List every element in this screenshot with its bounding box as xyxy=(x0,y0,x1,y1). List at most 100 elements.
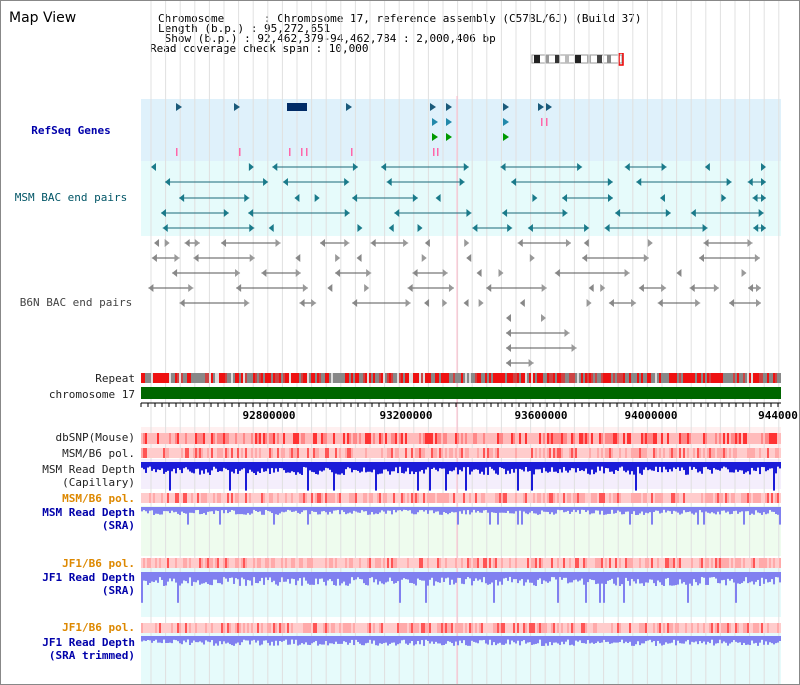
jf1-b6-pol-strip xyxy=(681,623,683,633)
jf1-trim-depth-bar xyxy=(519,636,521,646)
jf1-b6-pol-strip xyxy=(721,558,723,568)
b6n-bac-end xyxy=(174,254,180,262)
jf1-trim-depth-bar xyxy=(773,636,775,645)
msm-b6-pol-strip xyxy=(719,448,721,458)
msm-sra-depth-bar xyxy=(271,507,273,514)
msm-b6-pol-strip xyxy=(771,493,773,503)
jf1-sra-depth-bar xyxy=(413,572,415,584)
dbsnp-strip xyxy=(471,433,473,444)
msm-sra-depth-bar xyxy=(253,507,255,510)
jf1-sra-depth-bar xyxy=(219,572,221,584)
msm-cap-depth-bar xyxy=(515,462,517,469)
track-label-msm-depth-cap-sub: (Capillary) xyxy=(62,476,135,489)
msm-b6-pol-strip xyxy=(501,493,503,503)
jf1-sra-depth-bar xyxy=(317,572,319,585)
msm-b6-pol-strip xyxy=(233,448,235,458)
jf1-sra-depth-bar xyxy=(537,572,539,580)
jf1-sra-depth-bar xyxy=(471,572,473,586)
msm-b6-pol-strip xyxy=(589,493,591,503)
jf1-b6-pol-strip xyxy=(733,558,735,568)
msm-cap-depth-bar xyxy=(215,462,217,469)
msm-sra-depth-bar xyxy=(753,507,755,515)
msm-b6-pol-strip xyxy=(647,448,649,458)
jf1-sra-depth-bar xyxy=(279,572,281,583)
jf1-b6-pol-strip xyxy=(339,623,341,633)
dbsnp-strip xyxy=(485,433,487,444)
jf1-trim-depth-bar xyxy=(411,636,413,642)
repeat-segment xyxy=(575,373,577,383)
jf1-b6-pol-strip xyxy=(545,623,547,633)
msm-b6-pol-strip xyxy=(145,448,147,458)
jf1-b6-pol-strip xyxy=(287,558,289,568)
jf1-sra-depth-bar xyxy=(369,572,371,579)
msm-b6-pol-strip xyxy=(639,448,641,458)
repeat-segment xyxy=(661,373,663,383)
jf1-trim-depth-bar xyxy=(225,636,227,644)
jf1-b6-pol-strip xyxy=(707,558,709,568)
msm-b6-pol-strip xyxy=(773,493,775,503)
msm-b6-pol-strip xyxy=(733,493,735,503)
jf1-b6-pol-strip xyxy=(491,558,493,568)
jf1-trim-depth-bar xyxy=(777,636,779,643)
msm-b6-pol-strip xyxy=(729,493,731,503)
msm-b6-pol-strip xyxy=(779,448,781,458)
repeat-segment xyxy=(707,373,709,383)
track-label-msm-bac[interactable]: MSM BAC end pairs xyxy=(14,191,128,204)
msm-bac-end xyxy=(412,194,418,202)
msm-cap-depth-bar xyxy=(303,462,305,468)
jf1-b6-pol-strip xyxy=(551,623,553,633)
jf1-b6-pol-strip xyxy=(399,623,401,633)
jf1-trim-depth-bar xyxy=(693,636,695,643)
jf1-b6-pol-strip xyxy=(303,623,305,633)
jf1-b6-pol-strip xyxy=(683,623,685,633)
jf1-b6-pol-strip xyxy=(569,623,571,633)
msm-b6-pol-strip xyxy=(387,493,389,503)
jf1-b6-pol-strip xyxy=(675,623,677,633)
msm-sra-depth-bar xyxy=(155,507,157,514)
jf1-trim-depth-bar xyxy=(213,636,215,646)
jf1-sra-depth-bar xyxy=(627,572,629,581)
msm-b6-pol-strip xyxy=(555,493,557,503)
dbsnp-strip xyxy=(479,433,481,444)
track-label-b6n-bac[interactable]: B6N BAC end pairs xyxy=(19,296,133,309)
msm-cap-depth-bar xyxy=(355,462,357,471)
jf1-b6-pol-strip xyxy=(751,623,753,633)
jf1-b6-pol-strip xyxy=(463,623,465,633)
jf1-b6-pol-strip xyxy=(417,558,419,568)
msm-b6-pol-strip xyxy=(531,493,533,503)
jf1-trim-depth-bar xyxy=(295,636,297,640)
track-label-chromosome: chromosome 17 xyxy=(48,388,135,401)
dbsnp-strip xyxy=(519,433,521,444)
msm-cap-depth-bar xyxy=(149,462,151,467)
repeat-segment xyxy=(747,373,749,383)
jf1-b6-pol-strip xyxy=(529,558,531,568)
jf1-b6-pol-strip xyxy=(387,558,389,568)
jf1-b6-pol-strip xyxy=(733,623,735,633)
b6n-bac-end xyxy=(370,239,376,247)
msm-sra-depth-bar xyxy=(397,507,399,511)
jf1-b6-pol-strip xyxy=(555,623,557,633)
track-label-refseq[interactable]: RefSeq Genes xyxy=(31,124,111,137)
msm-sra-depth-bar xyxy=(713,507,715,514)
repeat-segment xyxy=(377,373,379,383)
msm-sra-track-bg xyxy=(141,506,781,556)
dbsnp-strip xyxy=(533,433,535,444)
msm-sra-depth-bar xyxy=(333,507,335,511)
dbsnp-strip xyxy=(429,433,431,444)
msm-sra-depth-bar xyxy=(483,507,485,511)
msm-b6-pol-strip xyxy=(719,493,721,503)
jf1-trim-depth-bar xyxy=(431,636,433,642)
jf1-b6-pol-strip xyxy=(231,558,233,568)
jf1-trim-depth-bar xyxy=(185,636,187,643)
msm-b6-pol-strip xyxy=(699,493,701,503)
jf1-sra-depth-bar xyxy=(659,572,661,583)
jf1-b6-pol-strip xyxy=(507,558,509,568)
dbsnp-strip xyxy=(739,433,741,444)
msm-b6-pol-strip xyxy=(219,493,221,503)
jf1-trim-depth-bar xyxy=(699,636,701,642)
msm-cap-depth-bar xyxy=(587,462,589,474)
repeat-segment xyxy=(429,373,431,383)
msm-cap-depth-bar xyxy=(195,462,197,469)
msm-b6-pol-strip xyxy=(255,493,257,503)
